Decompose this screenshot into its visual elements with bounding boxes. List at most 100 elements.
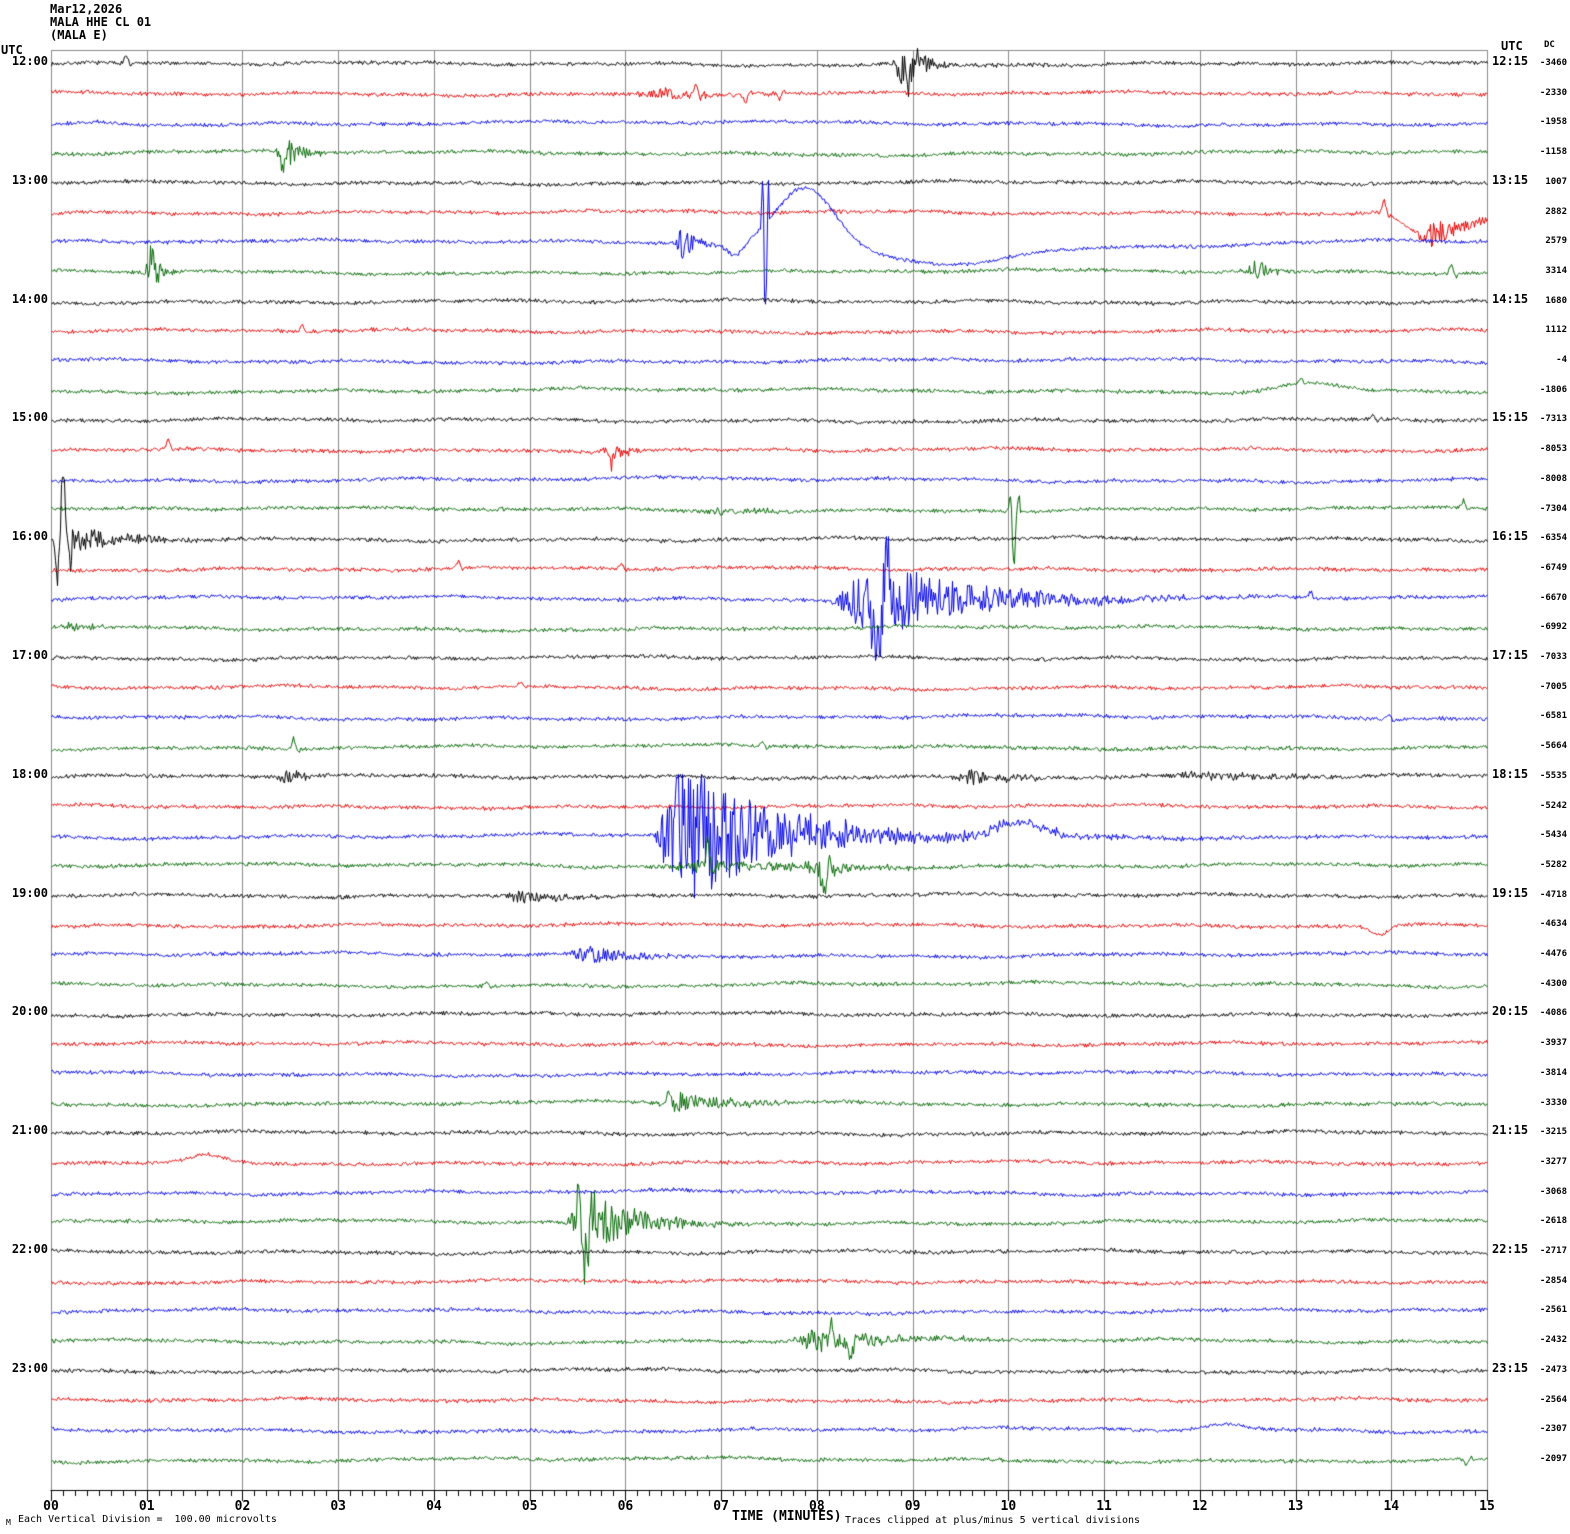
- utc-left-title: UTC: [1, 43, 23, 57]
- x-tick-label: 06: [617, 1499, 634, 1514]
- dc-value: 1007: [1545, 176, 1567, 187]
- dc-value: -4476: [1539, 949, 1567, 959]
- left-time-label: 16:00: [11, 529, 48, 544]
- right-time-label: 23:15: [1492, 1360, 1529, 1375]
- x-tick-label: 05: [521, 1499, 538, 1514]
- x-tick-label: 14: [1383, 1499, 1400, 1514]
- dc-value: -2473: [1539, 1364, 1567, 1375]
- x-tick-label: 11: [1096, 1499, 1112, 1514]
- dc-value: -8008: [1539, 473, 1567, 484]
- dc-value: -6670: [1539, 592, 1567, 603]
- dc-value: -3460: [1539, 58, 1567, 68]
- right-time-label: 14:15: [1492, 291, 1529, 306]
- dc-value: -4718: [1539, 889, 1567, 900]
- left-time-label: 12:00: [11, 54, 48, 68]
- dc-value: -3068: [1539, 1186, 1567, 1197]
- dc-value: -1806: [1539, 384, 1567, 395]
- dc-value: -5282: [1539, 859, 1567, 870]
- dc-value: -5664: [1539, 741, 1567, 752]
- dc-value: -4086: [1539, 1008, 1567, 1019]
- dc-value: -3215: [1539, 1127, 1567, 1138]
- dc-value: -4300: [1539, 978, 1567, 989]
- corner-mark: M: [6, 1518, 11, 1527]
- dc-value: 1680: [1545, 295, 1567, 306]
- station-code: MALA HHE CL 01: [50, 15, 152, 29]
- dc-value: 1112: [1545, 325, 1567, 336]
- time-axis-title: TIME (MINUTES): [732, 1509, 842, 1524]
- left-time-label: 20:00: [11, 1004, 48, 1019]
- dc-value: -7005: [1539, 681, 1567, 692]
- x-tick-label: 10: [1000, 1499, 1017, 1514]
- dc-value: -2564: [1539, 1394, 1567, 1405]
- dc-value: 2882: [1545, 206, 1567, 217]
- left-time-label: 17:00: [11, 648, 48, 662]
- right-time-label: 22:15: [1492, 1242, 1529, 1256]
- x-tick-label: 00: [43, 1499, 59, 1514]
- x-tick-label: 07: [713, 1499, 729, 1514]
- dc-value: -1958: [1539, 117, 1567, 128]
- right-time-label: 19:15: [1492, 885, 1529, 900]
- left-time-label: 19:00: [11, 885, 48, 900]
- dc-value: 2579: [1545, 236, 1567, 247]
- dc-value: -2561: [1539, 1305, 1567, 1316]
- dc-value: -6992: [1539, 622, 1567, 633]
- x-tick-label: 02: [234, 1499, 251, 1514]
- dc-column-title: DC: [1544, 40, 1555, 50]
- right-time-label: 16:15: [1492, 529, 1529, 544]
- dc-value: -3937: [1539, 1038, 1567, 1049]
- left-time-label: 18:00: [11, 766, 48, 781]
- right-time-label: 20:15: [1492, 1004, 1529, 1019]
- dc-value: -2854: [1539, 1275, 1567, 1286]
- left-time-label: 15:00: [11, 410, 48, 425]
- dc-value: -6354: [1539, 533, 1567, 544]
- x-tick-label: 12: [1191, 1499, 1208, 1514]
- dc-value: -2432: [1539, 1335, 1567, 1346]
- dc-value: -2330: [1539, 87, 1567, 98]
- dc-value: -7313: [1539, 414, 1567, 425]
- dc-value: -4: [1556, 355, 1567, 365]
- right-time-label: 18:15: [1492, 766, 1529, 781]
- utc-right-title: UTC: [1501, 39, 1523, 53]
- left-time-label: 13:00: [11, 172, 48, 187]
- x-tick-label: 04: [426, 1499, 442, 1514]
- dc-value: -3277: [1539, 1156, 1567, 1167]
- dc-value: -8053: [1539, 444, 1567, 455]
- dc-value: -5434: [1539, 830, 1567, 841]
- clip-note: Traces clipped at plus/minus 5 vertical …: [845, 1515, 1141, 1526]
- dc-value: 3314: [1545, 265, 1567, 276]
- left-time-label: 21:00: [11, 1123, 48, 1138]
- right-time-label: 15:15: [1492, 410, 1529, 425]
- dc-value: -6749: [1539, 562, 1567, 573]
- dc-value: -2307: [1539, 1424, 1567, 1435]
- channel-name: (MALA E): [50, 28, 108, 42]
- dc-value: -2097: [1539, 1453, 1567, 1464]
- dc-value: -5535: [1539, 770, 1567, 781]
- right-time-label: 17:15: [1492, 648, 1529, 662]
- dc-value: -3814: [1539, 1067, 1567, 1078]
- right-time-label: 13:15: [1492, 172, 1529, 187]
- record-date: Mar12,2026: [50, 2, 123, 16]
- x-tick-label: 08: [809, 1499, 825, 1514]
- right-time-label: 12:15: [1492, 54, 1529, 68]
- x-tick-label: 15: [1479, 1499, 1495, 1514]
- x-tick-label: 03: [330, 1499, 347, 1514]
- left-time-label: 22:00: [11, 1242, 48, 1256]
- dc-value: -3330: [1539, 1097, 1567, 1108]
- dc-value: -2618: [1539, 1216, 1567, 1227]
- dc-value: -2717: [1539, 1246, 1567, 1256]
- scale-note: Each Vertical Division = 100.00 microvol…: [18, 1514, 277, 1525]
- dc-value: -7033: [1539, 652, 1567, 662]
- x-tick-label: 01: [138, 1499, 155, 1514]
- left-time-label: 14:00: [11, 291, 48, 306]
- dc-value: -6581: [1539, 711, 1567, 722]
- dc-value: -1158: [1539, 147, 1567, 158]
- x-tick-label: 09: [904, 1499, 921, 1514]
- dc-value: -5242: [1539, 800, 1567, 811]
- left-time-label: 23:00: [11, 1360, 48, 1375]
- right-time-label: 21:15: [1492, 1123, 1529, 1138]
- x-tick-label: 13: [1287, 1499, 1304, 1514]
- dc-value: -4634: [1539, 919, 1567, 930]
- dc-value: -7304: [1539, 503, 1567, 514]
